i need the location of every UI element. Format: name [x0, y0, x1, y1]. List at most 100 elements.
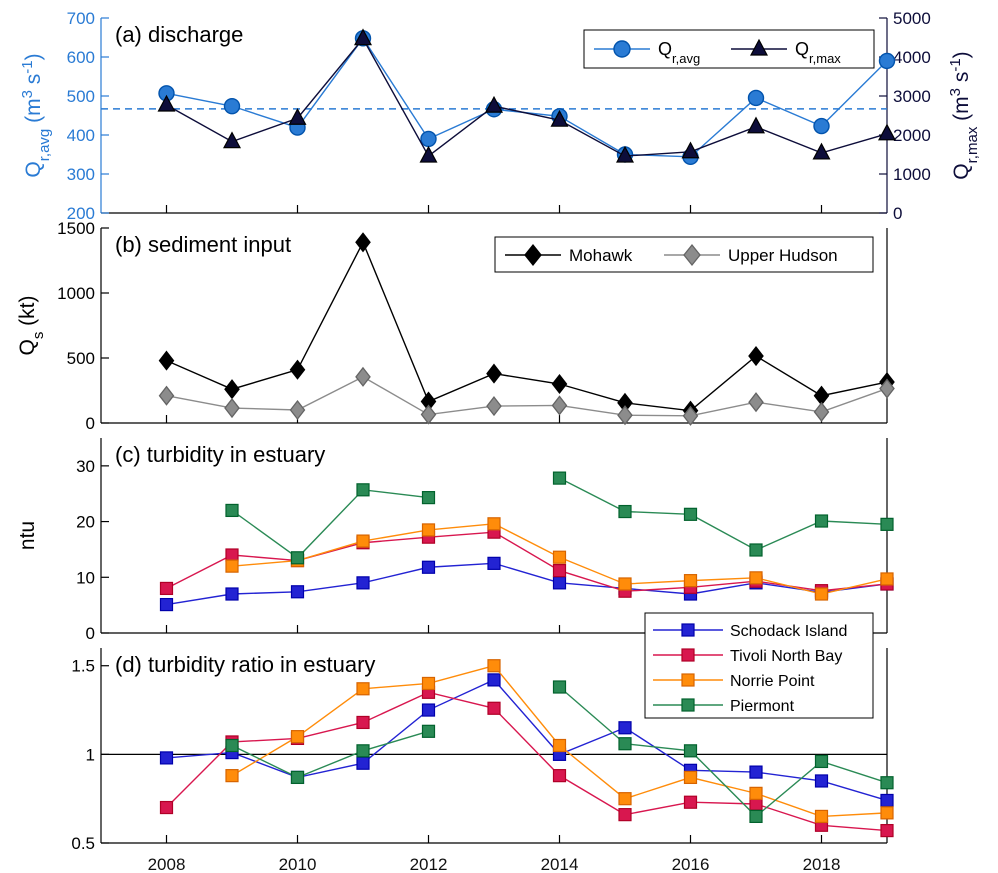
series-line — [166, 679, 888, 802]
y-tick-label: 700 — [67, 9, 95, 28]
data-point — [880, 517, 894, 531]
legend-label: Piermont — [730, 698, 795, 715]
data-point — [814, 514, 829, 528]
data-point — [487, 659, 501, 673]
data-point — [552, 471, 567, 485]
series-line — [231, 730, 429, 779]
data-point — [485, 95, 503, 113]
legend-label: Schodack Island — [730, 623, 847, 640]
data-point — [421, 676, 436, 691]
data-point — [158, 350, 175, 371]
data-point — [157, 94, 176, 112]
y-tick-label: 0 — [86, 624, 95, 643]
y2-tick-label: 0 — [893, 204, 902, 223]
y2-tick-label: 5000 — [893, 9, 931, 28]
data-point — [223, 131, 241, 149]
data-point — [618, 737, 632, 751]
data-point — [289, 359, 306, 380]
series-line — [166, 240, 888, 412]
legend-label: Qr,max — [795, 39, 841, 66]
data-point — [813, 401, 830, 423]
legend-label: Qr,avg — [658, 39, 700, 66]
data-point — [356, 756, 370, 770]
panel-c: 0 10 20 30 ntu (c) turbidity in estuary — [16, 438, 894, 643]
data-point — [158, 385, 175, 406]
y-axis-label: Qs (kt) — [16, 296, 47, 356]
series-line — [559, 686, 888, 818]
data-point — [813, 117, 830, 135]
data-point — [225, 503, 239, 518]
data-point — [486, 396, 502, 417]
data-point — [814, 587, 829, 601]
series-line — [166, 562, 888, 606]
data-point — [618, 721, 632, 735]
data-point — [225, 548, 239, 562]
legend-a: Qr,avg Qr,max — [583, 29, 875, 69]
data-point — [683, 574, 698, 588]
x-tick-label: 2018 — [803, 855, 841, 873]
data-point — [618, 577, 632, 591]
data-point — [683, 795, 698, 809]
data-point — [681, 141, 700, 159]
data-point — [421, 703, 436, 717]
panel-b: 0 500 1000 1500 Qs (kt) (b) sediment input — [16, 219, 895, 433]
legend-marker — [681, 623, 695, 637]
y-tick-label: 10 — [76, 568, 95, 587]
legend-d: Schodack Island Tivoli North Bay Norrie Po… — [644, 612, 874, 719]
y-tick-label: 1.5 — [71, 657, 95, 676]
data-point — [420, 130, 437, 148]
data-point — [683, 507, 698, 521]
data-point — [551, 395, 568, 416]
data-point — [290, 585, 305, 599]
data-point — [814, 809, 829, 824]
data-point — [748, 392, 764, 413]
data-point — [421, 724, 436, 738]
data-point — [355, 366, 371, 387]
panel-a: 200 300 400 500 600 700 0 1000 2000 3000 4000 5000 Q… — [19, 9, 981, 223]
data-point — [356, 534, 370, 548]
data-point — [159, 581, 174, 596]
y-tick-label: 200 — [67, 204, 95, 223]
data-point — [551, 373, 568, 395]
data-point — [224, 379, 240, 400]
legend-label: Upper Hudson — [728, 246, 838, 265]
y-tick-label: 1000 — [57, 284, 95, 303]
data-point — [617, 405, 633, 426]
y-tick-label: 0.5 — [71, 834, 95, 853]
panel-d: 2008 2010 2012 2014 2016 2018 0.5 1 1.5 (d) turbi… — [71, 648, 894, 873]
data-point — [880, 776, 894, 790]
y2-tick-label: 4000 — [893, 48, 931, 67]
data-point — [290, 730, 305, 744]
y-tick-label: 1500 — [57, 219, 95, 238]
data-point — [290, 551, 305, 565]
panel-title: (a) discharge — [115, 22, 243, 47]
data-point — [749, 543, 763, 557]
y-tick-label: 20 — [76, 513, 95, 532]
y-tick-label: 500 — [67, 87, 95, 106]
legend-marker — [681, 648, 695, 662]
data-point — [618, 504, 632, 519]
data-point — [683, 770, 698, 785]
legend-marker — [524, 243, 542, 267]
data-point — [618, 808, 632, 822]
legend-marker — [750, 38, 768, 56]
data-point — [748, 345, 764, 367]
data-point — [814, 754, 829, 769]
data-point — [420, 404, 437, 425]
data-point — [159, 597, 174, 612]
data-point — [225, 738, 239, 753]
data-point — [552, 563, 567, 578]
data-point — [749, 809, 763, 824]
data-point — [552, 680, 567, 694]
data-point — [552, 738, 567, 753]
y-axis-label: ntu — [16, 521, 39, 550]
y-tick-label: 300 — [67, 165, 95, 184]
y-tick-label: 1 — [86, 745, 95, 764]
data-point — [290, 770, 305, 785]
x-tick-label: 2008 — [148, 855, 186, 873]
data-point — [223, 97, 241, 115]
data-point — [880, 793, 894, 808]
data-point — [812, 142, 831, 160]
y-axis-label: Qr,avg (m3 s-1) — [19, 53, 53, 177]
legend-label: Norrie Point — [730, 673, 815, 690]
